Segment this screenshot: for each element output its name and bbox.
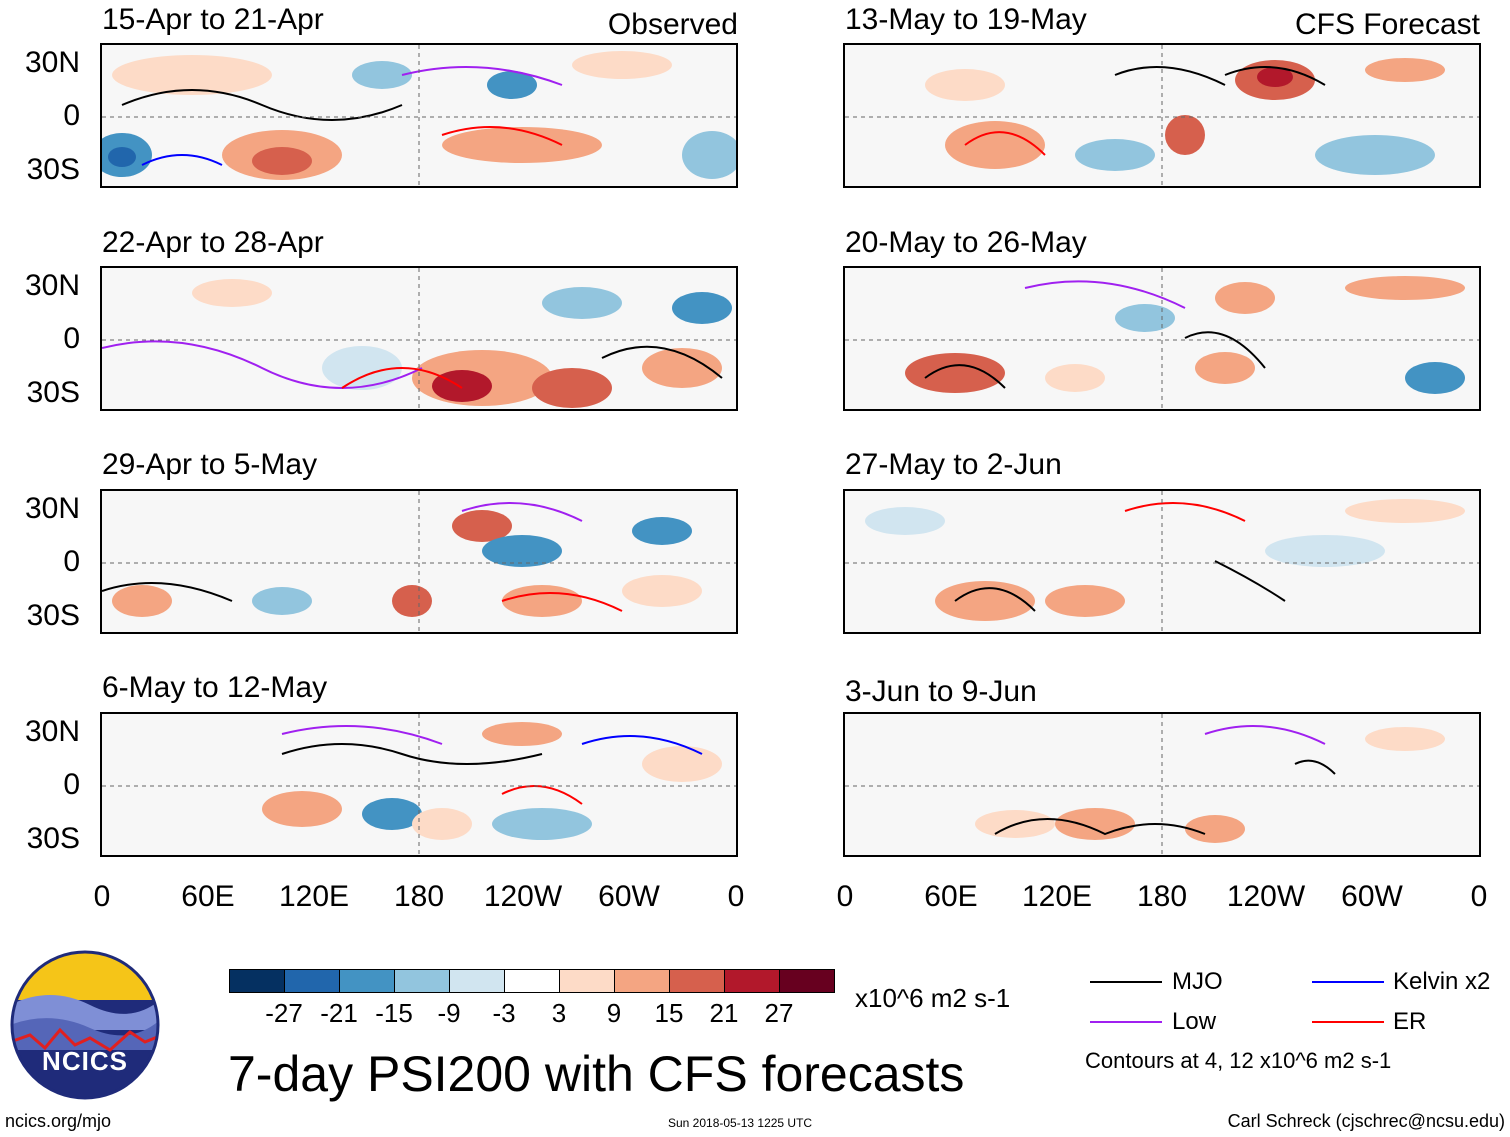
cfs-forecast-label: CFS Forecast <box>1294 8 1480 41</box>
lon-label-120e: 120E <box>278 880 350 913</box>
footer-url[interactable]: ncics.org/mjo <box>5 1111 112 1131</box>
lat-label-30s: 30S <box>26 822 80 855</box>
lon-label-60e: 60E <box>181 880 235 913</box>
map-svg <box>845 714 1479 855</box>
colorbar-swatch <box>669 969 725 993</box>
panel-title-left-1: 15-Apr to 21-Apr <box>102 3 324 36</box>
colorbar-swatch <box>229 969 285 993</box>
colorbar-swatch <box>339 969 395 993</box>
map-panel-right-1 <box>843 43 1481 188</box>
lon-label-120e: 120E <box>1021 880 1093 913</box>
colorbar-swatch <box>449 969 505 993</box>
legend-low-label: Low <box>1172 1008 1217 1035</box>
colorbar-tick-label: 21 <box>709 998 739 1028</box>
lon-label-0: 0 <box>1470 880 1488 913</box>
footer-author: Carl Schreck (cjschrec@ncsu.edu) <box>1227 1111 1505 1131</box>
map-svg <box>102 45 736 186</box>
lon-label-120w: 120W <box>1226 880 1306 913</box>
panel-title-left-2: 22-Apr to 28-Apr <box>102 226 324 259</box>
map-panel-left-4 <box>100 712 738 857</box>
panel-title-right-4: 3-Jun to 9-Jun <box>845 675 1037 708</box>
colorbar-tick-label: 9 <box>606 998 622 1028</box>
colorbar-tick-label: -15 <box>375 998 413 1028</box>
colorbar-tick-label: 27 <box>764 998 794 1028</box>
ncics-logo[interactable]: NCICS <box>10 950 160 1100</box>
map-panel-right-3 <box>843 489 1481 634</box>
lat-label-30n: 30N <box>24 46 80 79</box>
observed-label: Observed <box>607 8 738 41</box>
legend-note: Contours at 4, 12 x10^6 m2 s-1 <box>1085 1048 1392 1073</box>
lon-label-0: 0 <box>836 880 854 913</box>
lat-label-eq: 0 <box>63 322 80 355</box>
lon-label-60e: 60E <box>924 880 978 913</box>
legend-kelvin-label: Kelvin x2 <box>1393 968 1491 995</box>
colorbar-tick-label: 3 <box>551 998 567 1028</box>
lat-label-30s: 30S <box>26 599 80 632</box>
lat-label-30n: 30N <box>24 269 80 302</box>
colorbar-tick-label: -21 <box>320 998 358 1028</box>
main-title: 7-day PSI200 with CFS forecasts <box>228 1046 965 1102</box>
colorbar-tick-label: -9 <box>437 998 461 1028</box>
legend-mjo-label: MJO <box>1172 968 1223 995</box>
panel-title-right-1: 13-May to 19-May <box>845 3 1087 36</box>
colorbar-swatch <box>779 969 835 993</box>
colorbar-swatch <box>614 969 670 993</box>
colorbar-tick-label: -27 <box>265 998 303 1028</box>
lat-label-eq: 0 <box>63 545 80 578</box>
panel-title-right-3: 27-May to 2-Jun <box>845 448 1062 481</box>
legend-kelvin-line <box>1312 981 1384 983</box>
map-panel-left-1 <box>100 43 738 188</box>
map-panel-right-2 <box>843 266 1481 411</box>
lon-label-120w: 120W <box>483 880 563 913</box>
lat-label-30n: 30N <box>24 715 80 748</box>
lon-label-0: 0 <box>93 880 111 913</box>
colorbar-swatch <box>284 969 340 993</box>
colorbar-swatch <box>559 969 615 993</box>
colorbar-swatch <box>724 969 780 993</box>
map-panel-left-2 <box>100 266 738 411</box>
ncics-logo-icon <box>10 950 160 1100</box>
lon-label-180: 180 <box>1136 880 1188 913</box>
lon-label-0: 0 <box>727 880 745 913</box>
colorbar-tick-label: -3 <box>492 998 516 1028</box>
lat-label-30s: 30S <box>26 376 80 409</box>
map-svg <box>845 268 1479 409</box>
panel-title-left-4: 6-May to 12-May <box>102 671 328 704</box>
panel-title-right-2: 20-May to 26-May <box>845 226 1087 259</box>
lat-label-30n: 30N <box>24 492 80 525</box>
legend-er-label: ER <box>1393 1008 1427 1035</box>
map-svg <box>845 491 1479 632</box>
footer-timestamp: Sun 2018-05-13 1225 UTC <box>668 1116 813 1130</box>
lon-label-60w: 60W <box>1341 880 1403 913</box>
colorbar-swatch <box>394 969 450 993</box>
map-panel-left-3 <box>100 489 738 634</box>
colorbar-swatch <box>504 969 560 993</box>
ncics-logo-text: NCICS <box>42 1046 128 1076</box>
lon-label-180: 180 <box>393 880 445 913</box>
colorbar-tick-label: 15 <box>654 998 684 1028</box>
map-panel-right-4 <box>843 712 1481 857</box>
map-svg <box>102 268 736 409</box>
lon-label-60w: 60W <box>598 880 660 913</box>
lat-label-eq: 0 <box>63 768 80 801</box>
panel-title-left-3: 29-Apr to 5-May <box>102 448 318 481</box>
lat-label-30s: 30S <box>26 153 80 186</box>
legend-low-line <box>1090 1021 1162 1023</box>
map-svg <box>102 491 736 632</box>
colorbar-units: x10^6 m2 s-1 <box>855 983 1011 1013</box>
legend-mjo-line <box>1090 981 1162 983</box>
map-svg <box>102 714 736 855</box>
lat-label-eq: 0 <box>63 99 80 132</box>
legend-er-line <box>1312 1021 1384 1023</box>
map-svg <box>845 45 1479 186</box>
